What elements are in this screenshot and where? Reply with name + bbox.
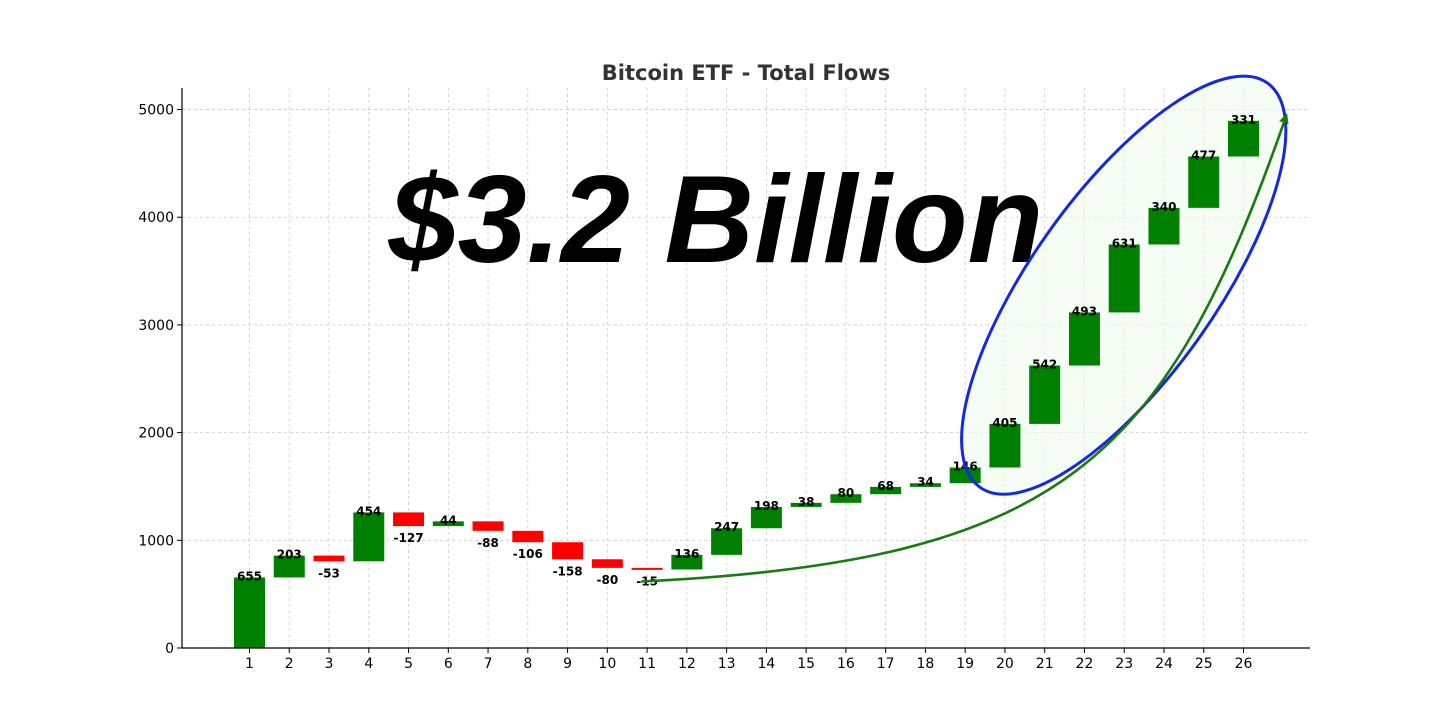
data-label: -88 — [477, 536, 499, 550]
waterfall-bar — [631, 567, 663, 570]
data-label: 247 — [714, 520, 739, 534]
data-label: 655 — [237, 569, 262, 583]
waterfall-bar — [393, 512, 425, 527]
waterfall-bar — [313, 555, 345, 562]
x-tick-label: 10 — [598, 656, 616, 672]
waterfall-bar — [870, 486, 902, 495]
x-tick-label: 23 — [1115, 656, 1133, 672]
waterfall-bar — [552, 542, 584, 560]
data-label: 203 — [277, 548, 302, 562]
data-label: -80 — [596, 573, 618, 587]
x-tick-label: 15 — [797, 656, 815, 672]
overlay-layer — [641, 74, 1289, 583]
data-label: 198 — [754, 499, 779, 513]
y-tick-label: 0 — [165, 641, 174, 657]
data-label: 542 — [1032, 358, 1057, 372]
data-label: 454 — [356, 504, 381, 518]
x-tick-label: 17 — [877, 656, 895, 672]
y-tick-label: 3000 — [138, 318, 174, 334]
waterfall-bar — [711, 528, 743, 555]
x-tick-label: 8 — [523, 656, 532, 672]
x-tick-label: 3 — [325, 656, 334, 672]
data-label: -106 — [513, 547, 543, 561]
data-label: 405 — [992, 416, 1017, 430]
chart-title: Bitcoin ETF - Total Flows — [602, 61, 890, 85]
x-tick-label: 19 — [956, 656, 974, 672]
data-label: -127 — [394, 531, 424, 545]
data-label: 34 — [917, 475, 934, 489]
x-tick-label: 22 — [1076, 656, 1094, 672]
x-tick-label: 13 — [718, 656, 736, 672]
waterfall-bar — [830, 494, 862, 503]
waterfall-bar — [234, 577, 265, 648]
waterfall-bar — [472, 521, 504, 531]
x-tick-label: 2 — [285, 656, 294, 672]
growth-arrow — [641, 113, 1289, 583]
data-label: -53 — [318, 566, 340, 580]
data-label: 136 — [674, 547, 699, 561]
data-label: 44 — [440, 513, 457, 527]
data-label: 38 — [798, 495, 815, 509]
waterfall-bar — [790, 502, 822, 507]
x-tick-label: 18 — [917, 656, 935, 672]
data-label: 68 — [877, 479, 894, 493]
data-label: 340 — [1151, 200, 1176, 214]
x-tick-label: 1 — [245, 656, 254, 672]
x-tick-label: 5 — [404, 656, 413, 672]
waterfall-bar — [750, 506, 782, 529]
waterfall-bar — [989, 423, 1021, 468]
waterfall-bar — [273, 555, 305, 578]
y-tick-label: 5000 — [138, 103, 174, 119]
waterfall-bar — [353, 512, 385, 562]
highlight-ellipse — [960, 74, 1288, 496]
y-tick-label: 4000 — [138, 210, 174, 226]
x-tick-label: 25 — [1195, 656, 1213, 672]
waterfall-bar — [909, 483, 941, 487]
waterfall-bar — [512, 530, 544, 543]
x-tick-label: 11 — [638, 656, 656, 672]
waterfall-bar — [1228, 120, 1259, 157]
x-tick-label: 26 — [1235, 656, 1253, 672]
data-label: 331 — [1231, 113, 1256, 127]
x-tick-label: 14 — [757, 656, 775, 672]
x-tick-label: 20 — [996, 656, 1014, 672]
waterfall-bar — [1188, 156, 1220, 208]
data-label: -158 — [553, 564, 583, 578]
waterfall-bar — [591, 559, 623, 568]
data-label: 477 — [1191, 148, 1216, 162]
data-label: 80 — [838, 486, 855, 500]
waterfall-bar — [1029, 365, 1061, 424]
x-tick-label: 4 — [364, 656, 373, 672]
x-tick-label: 21 — [1036, 656, 1054, 672]
x-tick-label: 24 — [1155, 656, 1173, 672]
bars-layer — [234, 120, 1259, 648]
waterfall-bar — [1068, 312, 1100, 366]
waterfall-bar — [1108, 244, 1140, 313]
x-tick-label: 12 — [678, 656, 696, 672]
data-label: 493 — [1072, 304, 1097, 318]
y-tick-label: 2000 — [138, 426, 174, 442]
data-label: 631 — [1112, 236, 1137, 250]
y-tick-label: 1000 — [138, 533, 174, 549]
x-tick-label: 6 — [444, 656, 453, 672]
waterfall-bar — [671, 554, 703, 570]
headline-annotation: $3.2 Billion — [388, 151, 1044, 289]
x-tick-label: 9 — [563, 656, 572, 672]
waterfall-bar — [432, 521, 464, 527]
waterfall-bar — [1148, 207, 1180, 245]
x-tick-label: 16 — [837, 656, 855, 672]
x-tick-label: 7 — [484, 656, 493, 672]
